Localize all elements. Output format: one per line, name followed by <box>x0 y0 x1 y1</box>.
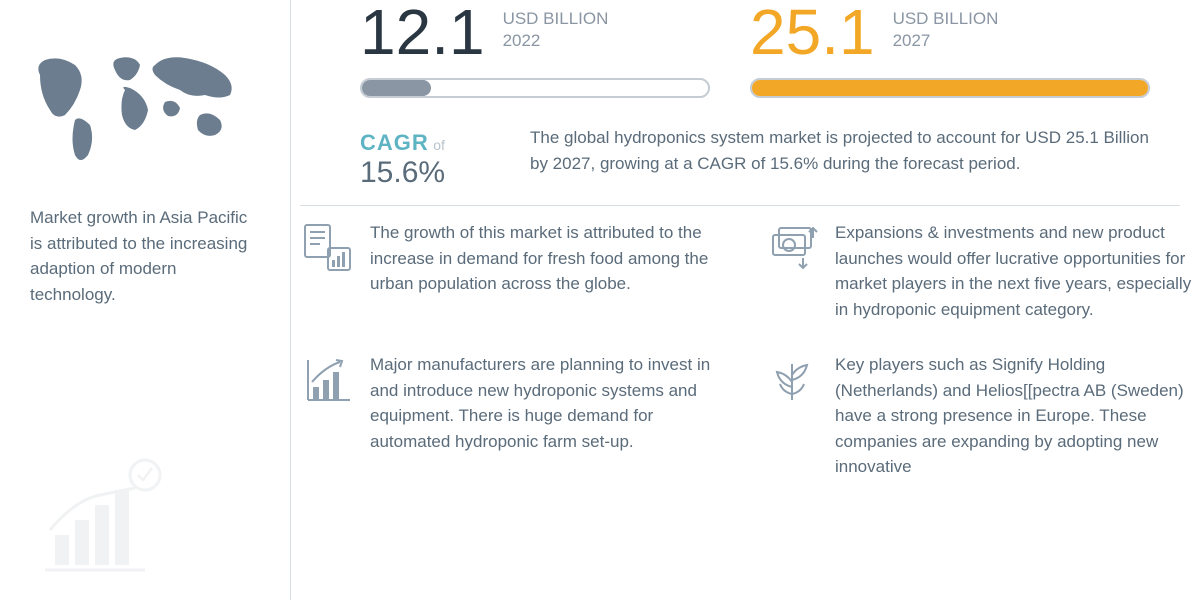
info-text: Expansions & investments and new product… <box>835 220 1200 322</box>
info-text: The growth of this market is attributed … <box>370 220 735 322</box>
cagr-value: 15.6% <box>360 156 490 190</box>
info-text: Major manufacturers are planning to inve… <box>370 352 735 480</box>
watermark-label: ASIA PACIFIC <box>0 405 5 560</box>
left-column: Market growth in Asia Pacific is attribu… <box>0 0 290 600</box>
summary-text: The global hydroponics system market is … <box>530 125 1160 176</box>
progress-2027 <box>750 78 1150 98</box>
info-grid: The growth of this market is attributed … <box>300 220 1200 480</box>
metric-2027-label: USD BILLION 2027 <box>893 8 999 52</box>
money-icon <box>765 220 820 275</box>
cagr-of: of <box>433 137 445 153</box>
progress-2022-fill <box>362 80 431 96</box>
watermark-chart-icon <box>40 450 170 580</box>
vertical-divider <box>290 0 291 600</box>
cagr-block: CAGR of 15.6% <box>360 130 490 190</box>
cagr-label: CAGR <box>360 130 429 155</box>
metric-2027-value: 25.1 <box>750 0 875 64</box>
world-map-icon <box>20 40 260 180</box>
metric-2022-label: USD BILLION 2022 <box>503 8 609 52</box>
metrics-section: 12.1 USD BILLION 2022 25.1 USD BILLION 2… <box>360 0 1190 130</box>
info-item-opportunities: Expansions & investments and new product… <box>765 220 1200 322</box>
metric-2022: 12.1 USD BILLION 2022 <box>360 0 608 64</box>
left-description: Market growth in Asia Pacific is attribu… <box>20 205 270 307</box>
metric-2022-value: 12.1 <box>360 0 485 64</box>
info-item-players: Key players such as Signify Holding (Net… <box>765 352 1200 480</box>
progress-2022 <box>360 78 710 98</box>
report-icon <box>300 220 355 275</box>
chart-icon <box>300 352 355 407</box>
leaf-icon <box>765 352 820 407</box>
metric-2027: 25.1 USD BILLION 2027 <box>750 0 998 64</box>
horizontal-divider <box>300 205 1180 206</box>
info-item-manufacturers: Major manufacturers are planning to inve… <box>300 352 735 480</box>
info-text: Key players such as Signify Holding (Net… <box>835 352 1200 480</box>
info-item-growth: The growth of this market is attributed … <box>300 220 735 322</box>
progress-2027-fill <box>752 80 1148 96</box>
